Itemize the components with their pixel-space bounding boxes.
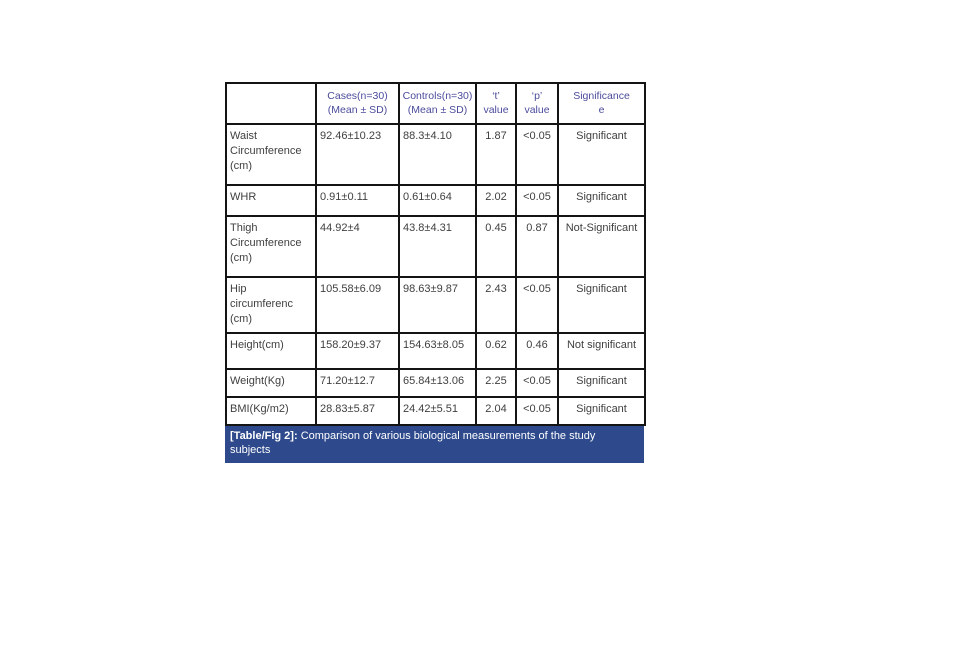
row-label-waist: Waist Circumference (cm) — [225, 123, 317, 186]
cell-p-value: <0.05 — [515, 184, 559, 217]
row-label-whr: WHR — [225, 184, 317, 217]
caption-text: Comparison of various biological measure… — [230, 430, 596, 457]
cell-t-value: 2.43 — [475, 276, 517, 334]
table-row: Hip circumferenc (cm) 105.58±6.09 98.63±… — [225, 276, 646, 334]
table-row: Weight(Kg) 71.20±12.7 65.84±13.06 2.25 <… — [225, 368, 646, 398]
cell-cases: 92.46±10.23 — [315, 123, 400, 186]
cell-p-value: <0.05 — [515, 276, 559, 334]
caption-label: [Table/Fig 2]: — [230, 430, 298, 442]
table-row: BMI(Kg/m2) 28.83±5.87 24.42±5.51 2.04 <0… — [225, 396, 646, 426]
cell-controls: 154.63±8.05 — [398, 332, 477, 370]
table-row: Height(cm) 158.20±9.37 154.63±8.05 0.62 … — [225, 332, 646, 370]
table-header-row: Cases(n=30) (Mean ± SD) Controls(n=30) (… — [225, 82, 646, 125]
row-label-thigh: Thigh Circumference (cm) — [225, 215, 317, 278]
cell-t-value: 2.02 — [475, 184, 517, 217]
comparison-table: Cases(n=30) (Mean ± SD) Controls(n=30) (… — [225, 82, 646, 426]
cell-t-value: 1.87 — [475, 123, 517, 186]
table-figure: Cases(n=30) (Mean ± SD) Controls(n=30) (… — [225, 82, 646, 463]
table-row: Waist Circumference (cm) 92.46±10.23 88.… — [225, 123, 646, 186]
cell-significance: Significant — [557, 123, 646, 186]
cell-controls: 24.42±5.51 — [398, 396, 477, 426]
header-cases: Cases(n=30) (Mean ± SD) — [315, 82, 400, 125]
cell-t-value: 2.25 — [475, 368, 517, 398]
row-label-hip: Hip circumferenc (cm) — [225, 276, 317, 334]
cell-p-value: <0.05 — [515, 123, 559, 186]
cell-significance: Significant — [557, 276, 646, 334]
cell-controls: 65.84±13.06 — [398, 368, 477, 398]
row-label-weight: Weight(Kg) — [225, 368, 317, 398]
table-row: Thigh Circumference (cm) 44.92±4 43.8±4.… — [225, 215, 646, 278]
cell-p-value: <0.05 — [515, 396, 559, 426]
cell-significance: Significant — [557, 184, 646, 217]
header-p-value: ‘p’ value — [515, 82, 559, 125]
cell-t-value: 2.04 — [475, 396, 517, 426]
cell-t-value: 0.45 — [475, 215, 517, 278]
cell-controls: 98.63±9.87 — [398, 276, 477, 334]
header-t-value: ‘t’ value — [475, 82, 517, 125]
row-label-bmi: BMI(Kg/m2) — [225, 396, 317, 426]
cell-cases: 28.83±5.87 — [315, 396, 400, 426]
row-label-height: Height(cm) — [225, 332, 317, 370]
cell-p-value: 0.87 — [515, 215, 559, 278]
header-empty-cell — [225, 82, 317, 125]
header-significance: Significance e — [557, 82, 646, 125]
cell-controls: 88.3±4.10 — [398, 123, 477, 186]
cell-significance: Significant — [557, 368, 646, 398]
header-controls: Controls(n=30) (Mean ± SD) — [398, 82, 477, 125]
cell-cases: 44.92±4 — [315, 215, 400, 278]
cell-cases: 0.91±0.11 — [315, 184, 400, 217]
table-row: WHR 0.91±0.11 0.61±0.64 2.02 <0.05 Signi… — [225, 184, 646, 217]
cell-cases: 71.20±12.7 — [315, 368, 400, 398]
cell-t-value: 0.62 — [475, 332, 517, 370]
cell-controls: 0.61±0.64 — [398, 184, 477, 217]
cell-p-value: 0.46 — [515, 332, 559, 370]
cell-cases: 158.20±9.37 — [315, 332, 400, 370]
cell-controls: 43.8±4.31 — [398, 215, 477, 278]
cell-p-value: <0.05 — [515, 368, 559, 398]
cell-significance: Significant — [557, 396, 646, 426]
cell-significance: Not-Significant — [557, 215, 646, 278]
cell-significance: Not significant — [557, 332, 646, 370]
table-caption: [Table/Fig 2]: Comparison of various bio… — [225, 426, 644, 463]
cell-cases: 105.58±6.09 — [315, 276, 400, 334]
